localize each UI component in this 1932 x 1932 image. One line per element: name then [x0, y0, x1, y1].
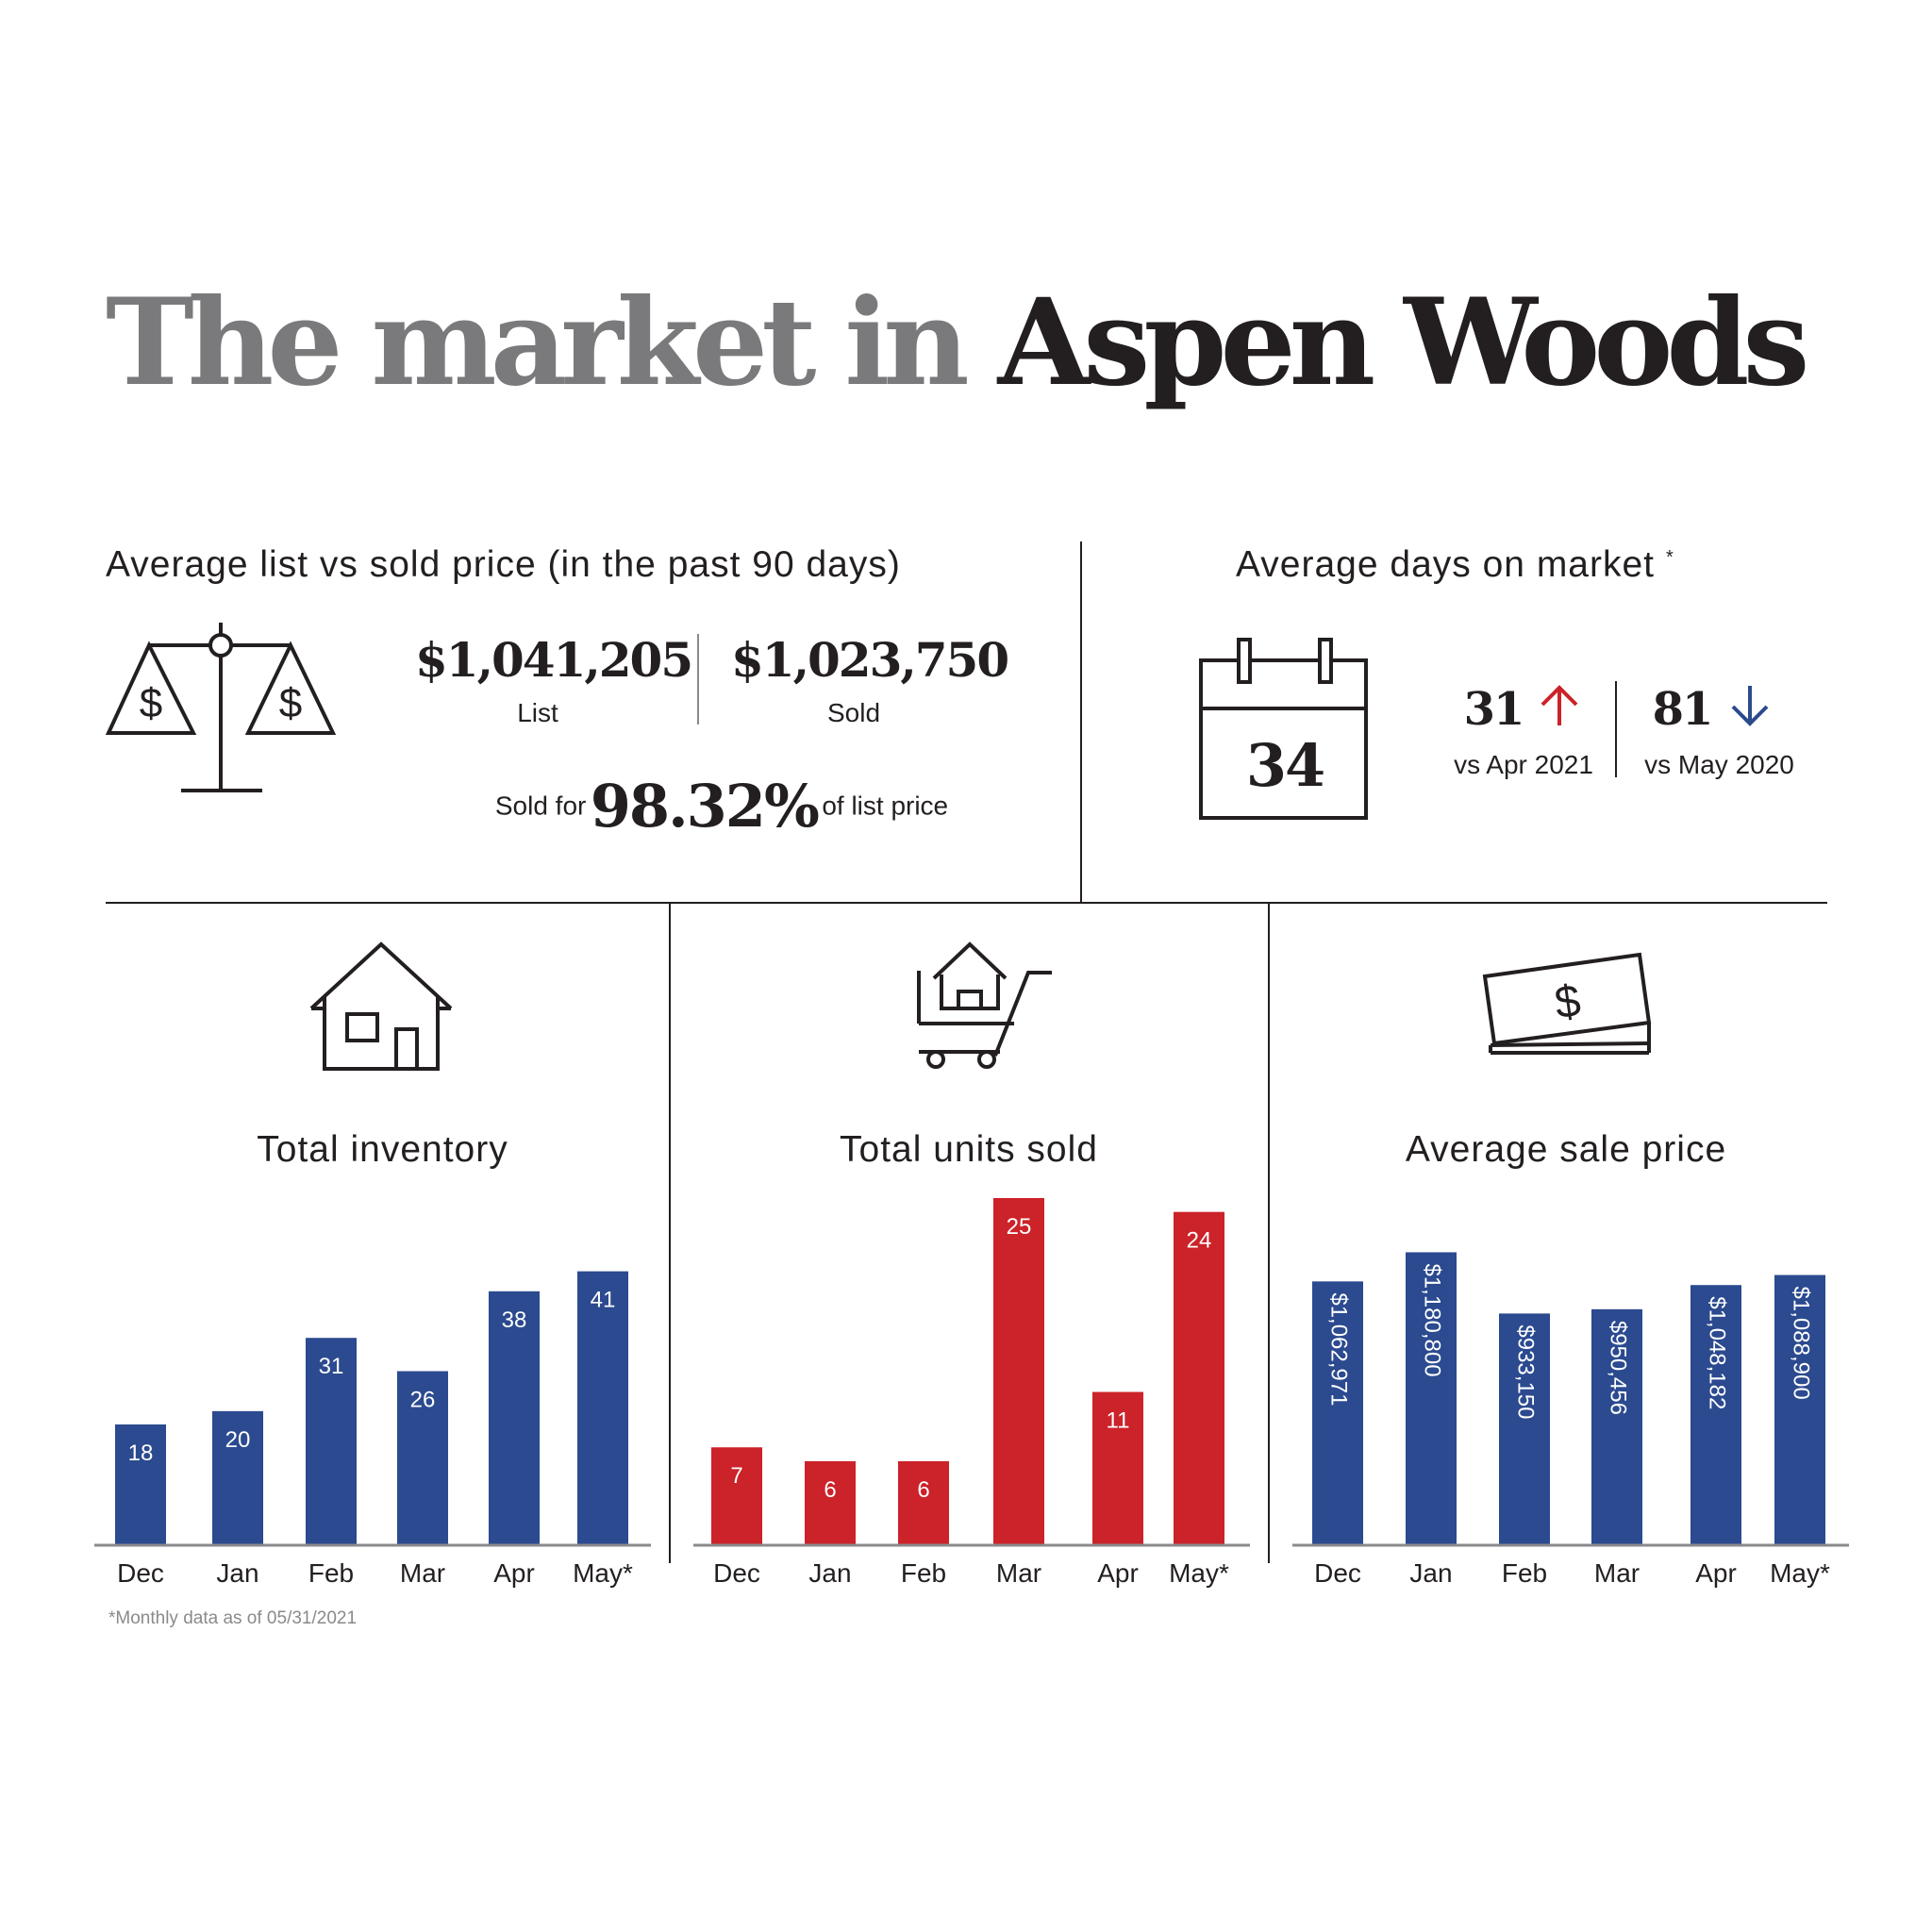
category-label: Jan: [216, 1558, 258, 1588]
calendar-icon: [1199, 638, 1368, 820]
days-current-value: 34: [1245, 731, 1325, 800]
list-price-value: $1,041,205: [415, 632, 693, 688]
ratio-line: Sold for 98.32% of list price: [415, 772, 1028, 841]
days-vs-may-value: 81: [1652, 683, 1714, 736]
section-divider: [106, 902, 1827, 904]
data-label: $1,048,182: [1705, 1296, 1730, 1409]
price-divider: [697, 634, 699, 724]
bar-dec: [115, 1424, 166, 1544]
category-label: Feb: [308, 1558, 354, 1588]
title-place: Aspen Woods: [997, 273, 1810, 412]
ratio-suffix: of list price: [822, 791, 949, 821]
days-vs-apr-value: 31: [1463, 683, 1525, 736]
svg-text:$: $: [1552, 975, 1584, 1028]
data-label: 6: [917, 1477, 929, 1503]
bar-mar: [397, 1371, 448, 1544]
chart-2-title: Total units sold: [840, 1129, 1098, 1170]
chart-total-units-sold: 7 Dec 6 Jan 6 Feb 25 Mar 11 Apr 24 May*: [693, 1198, 1250, 1588]
bar-may: [577, 1271, 628, 1544]
svg-text:$: $: [140, 680, 162, 726]
chart-divider-2: [1268, 903, 1270, 1563]
days-divider: [1615, 681, 1617, 777]
bar-feb: [898, 1460, 949, 1544]
arrow-up-icon: [1541, 685, 1578, 725]
days-heading-asterisk: *: [1666, 547, 1674, 568]
category-label: Apr: [1695, 1558, 1737, 1588]
svg-text:$: $: [279, 680, 302, 726]
chart-1-title: Total inventory: [257, 1129, 508, 1170]
bar-apr: [1690, 1285, 1741, 1544]
bar-jan: [1406, 1252, 1457, 1544]
category-label: Dec: [117, 1558, 164, 1588]
data-label: 41: [591, 1288, 616, 1313]
list-vs-sold-heading: Average list vs sold price (in the past …: [106, 544, 901, 585]
arrow-down-icon: [1731, 686, 1769, 726]
chart-average-sale-price: $1,062,971 Dec $1,180,800 Jan $933,150 Feb $95…: [1292, 1252, 1849, 1588]
days-vs-apr-label: vs Apr 2021: [1454, 750, 1593, 779]
category-label: May*: [573, 1558, 633, 1588]
sold-price-value: $1,023,750: [731, 632, 1009, 688]
data-label: $950,456: [1606, 1321, 1631, 1415]
data-label: $1,088,900: [1789, 1287, 1814, 1400]
data-label: 25: [1007, 1214, 1032, 1240]
scale-icon: $ $: [105, 623, 337, 792]
category-label: Dec: [1314, 1558, 1361, 1588]
data-label: 7: [730, 1463, 742, 1489]
bar-feb: [1499, 1313, 1550, 1544]
bar-jan: [212, 1410, 263, 1544]
sold-price-label: Sold: [826, 698, 881, 727]
title-lead: The market in: [106, 273, 970, 412]
category-label: Mar: [400, 1558, 445, 1588]
house-icon: [309, 941, 453, 1071]
category-label: Jan: [1409, 1558, 1452, 1588]
bar-mar: [1591, 1308, 1642, 1544]
ratio-prefix: Sold for: [494, 791, 587, 821]
data-label: 20: [225, 1427, 251, 1453]
data-label: 11: [1107, 1408, 1130, 1434]
category-label: Jan: [808, 1558, 851, 1588]
ratio-value: 98.32%: [590, 772, 820, 841]
data-label: 26: [410, 1388, 436, 1413]
category-label: Apr: [493, 1558, 535, 1588]
page-title: The market in Aspen Woods: [106, 283, 1809, 402]
category-label: Feb: [1502, 1558, 1547, 1588]
bar-jan: [805, 1460, 856, 1544]
category-label: Mar: [1594, 1558, 1640, 1588]
days-on-market-heading: Average days on market *: [1236, 544, 1674, 586]
days-vs-may-label: vs May 2020: [1644, 750, 1794, 779]
bar-dec: [711, 1447, 762, 1544]
bar-may: [1174, 1211, 1224, 1544]
footnote: *Monthly data as of 05/31/2021: [108, 1608, 358, 1628]
data-label: $1,062,971: [1326, 1292, 1352, 1406]
category-label: May*: [1770, 1558, 1830, 1588]
data-label: 18: [128, 1441, 154, 1466]
data-label: 38: [502, 1307, 527, 1333]
bar-feb: [306, 1338, 357, 1544]
category-label: Dec: [713, 1558, 760, 1588]
chart-divider-1: [669, 903, 671, 1563]
data-label: 6: [824, 1477, 836, 1503]
bar-dec: [1312, 1281, 1363, 1544]
data-label: 24: [1187, 1228, 1212, 1254]
bar-apr: [1092, 1391, 1143, 1544]
top-panel-divider: [1080, 541, 1082, 903]
data-label: $1,180,800: [1420, 1263, 1445, 1376]
days-heading-text: Average days on market: [1236, 544, 1656, 585]
category-label: May*: [1169, 1558, 1229, 1588]
chart-total-inventory: 18 Dec 20 Jan 31 Feb 26 Mar 38 Apr 41 May*: [94, 1271, 651, 1588]
list-price-label: List: [517, 698, 558, 727]
money-bills-icon: $: [1482, 952, 1652, 1055]
bar-apr: [489, 1291, 540, 1544]
chart-3-title: Average sale price: [1405, 1129, 1727, 1170]
shopping-cart-house-icon: [917, 941, 1052, 1069]
bar-may: [1774, 1274, 1825, 1544]
category-label: Apr: [1097, 1558, 1139, 1588]
data-label: 31: [319, 1354, 344, 1379]
category-label: Feb: [901, 1558, 946, 1588]
bar-mar: [993, 1198, 1044, 1544]
category-label: Mar: [996, 1558, 1041, 1588]
data-label: $933,150: [1513, 1324, 1539, 1419]
